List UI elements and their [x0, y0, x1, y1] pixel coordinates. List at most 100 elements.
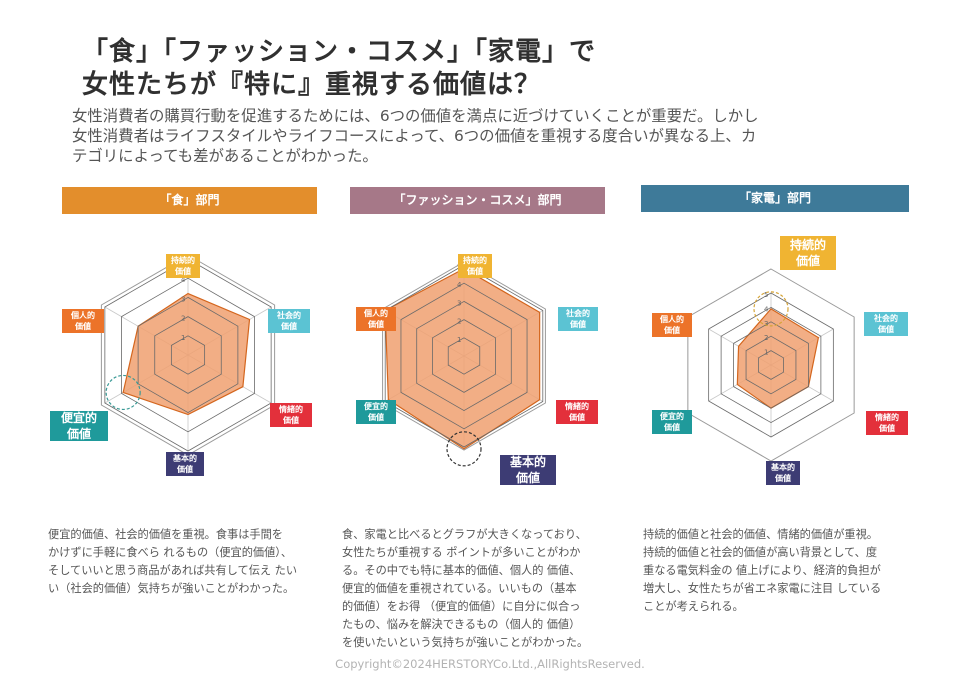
axis-label-convenience: 便宜的 価値: [652, 410, 692, 434]
axis-label-personal: 個人的 価値: [652, 313, 692, 337]
axis-label-line: 価値: [878, 325, 894, 334]
tick-label: 4: [764, 305, 769, 313]
axis-label-line: 価値: [368, 413, 384, 422]
description-line: 重なる電気料金の 値上げにより、経済的負担が: [643, 564, 881, 577]
tick-label: 1: [457, 336, 461, 344]
tick-label: 3: [181, 295, 185, 303]
grid-ring-3: [733, 321, 809, 409]
copyright: Copyright©2024HERSTORYCo.Ltd.,AllRightsR…: [335, 657, 645, 671]
axis-label-basic: 基本的 価値: [766, 461, 800, 485]
axis-label-social: 社会的 価値: [558, 307, 598, 331]
grid-ring-1: [170, 335, 206, 375]
lead-line: 女性消費者はライフスタイルやライフコースによって、6つの価値を重視する度合いが異…: [72, 127, 757, 145]
axis-label-line: 情緒的: [565, 402, 589, 411]
axis-label-line: 便宜的: [364, 402, 388, 411]
axis-label-line: 持続的: [463, 256, 487, 265]
axis-label-line: 情緒的: [875, 413, 899, 422]
axis-label-line: 価値: [795, 254, 820, 268]
axis-label-emotional: 情緒的 価値: [270, 403, 312, 427]
page-title: 「食」「ファッション・コスメ」「家電」で 女性たちが『特に』重視する価値は？: [82, 36, 596, 102]
description-line: い（社会的価値）気持ちが強いことがわかった。: [48, 582, 295, 595]
tick-label: 1: [764, 349, 768, 357]
axis-label-line: 価値: [283, 416, 299, 425]
description-appliances: 持続的価値と社会的価値、情緒的価値が重視。 持続的価値と社会的価値が高い背景とし…: [643, 526, 881, 616]
tick-label: 2: [764, 334, 768, 342]
axis-label-sustainable: 持続的 価値: [458, 254, 492, 278]
axis-label-line: 価値: [570, 320, 586, 329]
axis-label-line: 社会的: [874, 314, 898, 323]
axis-label-line: 便宜的: [60, 411, 97, 425]
grid-ring-1: [758, 350, 784, 380]
grid-ring-4: [121, 277, 255, 433]
banner-appliances: 「家電」部門: [641, 185, 909, 212]
grid-ring-2: [154, 316, 222, 394]
title-line-1: 「食」「ファッション・コスメ」「家電」で: [82, 37, 597, 67]
axis-label-emotional: 情緒的 価値: [556, 400, 598, 424]
axis-label-line: 基本的: [509, 455, 546, 469]
axis-label-sustainable: 持続的 価値: [166, 254, 200, 278]
grid-ring-4: [400, 282, 528, 430]
axis-label-line: 価値: [515, 471, 540, 485]
axis-label-line: 個人的: [71, 311, 95, 320]
banner-fashion-cosme: 「ファッション・コスメ」部門: [350, 187, 605, 214]
tick-label: 4: [181, 276, 186, 284]
description-line: 便宜的価値を重視されている。いいもの（基本: [342, 582, 577, 595]
grid-ring-2: [745, 335, 797, 395]
lead-paragraph: 女性消費者の購買行動を促進するためには、6つの価値を満点に近づけていくことが重要…: [72, 106, 932, 166]
tick-label: 2: [181, 315, 185, 323]
axis-label-line: 持続的: [171, 256, 195, 265]
description-line: る。その中でも特に基本的価値、個人的 価値、: [342, 564, 581, 577]
axis-label-convenience: 便宜的 価値: [356, 400, 396, 424]
axis-label-line: 個人的: [660, 315, 684, 324]
highlight-circle: [105, 374, 141, 411]
description-fashion-cosme: 食、家電と比べるとグラフが大きくなっており、 女性たちが重視する ポイントが多い…: [342, 526, 588, 652]
tick-label: 2: [457, 318, 461, 326]
axis-label-line: 価値: [879, 424, 895, 433]
axis-label-line: 価値: [467, 267, 483, 276]
axis-label-line: 価値: [664, 326, 680, 335]
axis-label-line: 価値: [569, 413, 585, 422]
data-polygon: [736, 308, 820, 409]
axis-label-line: 価値: [66, 427, 91, 441]
axis-label-emotional: 情緒的 価値: [866, 411, 908, 435]
axis-label-line: 価値: [368, 320, 384, 329]
description-line: 女性たちが重視する ポイントが多いことがわか: [342, 546, 581, 559]
tick-label: 3: [457, 299, 461, 307]
axis-label-line: 個人的: [364, 309, 388, 318]
axis-label-line: 価値: [75, 322, 91, 331]
axis-label-line: 価値: [775, 474, 791, 483]
description-line: 持続的価値と社会的価値、情緒的価値が重視。: [643, 528, 878, 541]
axis-label-social: 社会的 価値: [864, 312, 908, 336]
grid-ring-1: [447, 337, 481, 375]
axis-label-line: 価値: [281, 322, 297, 331]
description-line: そしていいと思う商品があれば共有して伝え たい: [48, 564, 298, 577]
axis-label-line: 情緒的: [279, 405, 303, 414]
axis-label-convenience: 便宜的 価値: [50, 411, 108, 441]
axis-label-personal: 個人的 価値: [356, 307, 396, 331]
description-line: たもの、悩みを解決できるもの（個人的 価値）: [342, 618, 581, 631]
grid-ring-2: [432, 319, 496, 393]
banner-food: 「食」部門: [62, 187, 317, 214]
axis-label-sustainable: 持続的 価値: [780, 236, 836, 270]
axis-label-line: 社会的: [277, 311, 301, 320]
axis-label-line: 便宜的: [660, 412, 684, 421]
tick-label: 1: [181, 334, 185, 342]
grid-ring-3: [137, 296, 239, 414]
axis-label-personal: 個人的 価値: [62, 309, 104, 333]
axis-label-line: 社会的: [566, 309, 590, 318]
grid-ring-5: [708, 292, 834, 438]
description-line: 食、家電と比べるとグラフが大きくなっており、: [342, 528, 587, 541]
axis-label-line: 持続的: [789, 238, 826, 252]
axis-label-line: 価値: [175, 267, 191, 276]
axis-label-basic: 基本的 価値: [500, 455, 556, 485]
axis-label-line: 価値: [664, 423, 680, 432]
description-line: 増大し、女性たちが省エネ家電に注目 している: [643, 582, 882, 595]
grid-ring-3: [416, 300, 512, 412]
title-line-2: 女性たちが『特に』重視する価値は？: [82, 70, 542, 100]
lead-line: テゴリによっても差があることがわかった。: [72, 147, 378, 165]
lead-line: 女性消費者の購買行動を促進するためには、6つの価値を満点に近づけていくことが重要…: [72, 107, 759, 125]
description-food: 便宜的価値、社会的価値を重視。食事は手間を かけずに手軽に食べら れるもの（便宜…: [48, 526, 297, 598]
tick-label: 4: [457, 281, 462, 289]
